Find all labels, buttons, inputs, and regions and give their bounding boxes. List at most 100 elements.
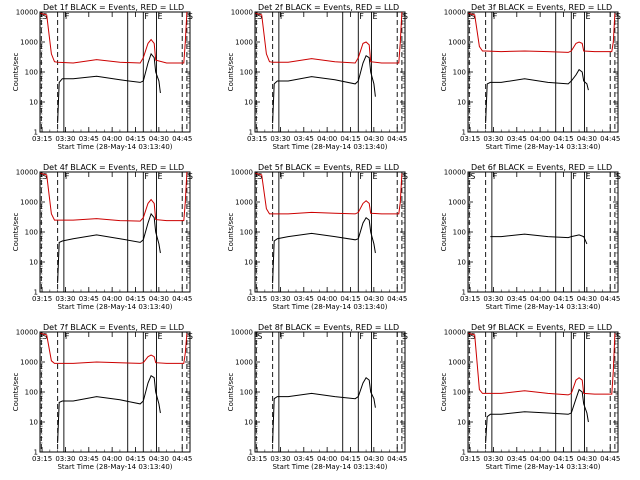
x-tick-label: 04:45 xyxy=(600,295,620,303)
x-tick-label: 04:30 xyxy=(364,295,384,303)
y-tick-label: 100 xyxy=(240,69,253,77)
y-tick-label: 1000 xyxy=(448,359,466,367)
y-axis-label: Counts/sec xyxy=(440,373,448,412)
series-events xyxy=(57,374,161,444)
panel-title: Det 1f BLACK = Events, RED = LLD xyxy=(43,3,184,12)
event-marker-label: S xyxy=(42,12,47,21)
series-lld xyxy=(40,332,188,364)
y-tick-label: 1000 xyxy=(448,39,466,47)
event-marker-label: S xyxy=(403,12,408,21)
x-tick-label: 04:00 xyxy=(102,135,122,143)
x-axis-label: Start Time (28-May-14 03:13:40) xyxy=(57,143,172,151)
event-marker-label: S xyxy=(257,12,262,21)
x-axis-label: Start Time (28-May-14 03:13:40) xyxy=(272,303,387,311)
panel-title: Det 8f BLACK = Events, RED = LLD xyxy=(258,323,399,332)
x-tick-label: 03:30 xyxy=(270,135,290,143)
x-tick-label: 03:30 xyxy=(483,135,503,143)
event-marker-label: S xyxy=(616,332,621,341)
y-axis-label: Counts/sec xyxy=(12,53,20,92)
y-tick-label: 1 xyxy=(462,289,466,297)
event-marker-label: E xyxy=(586,12,591,21)
x-tick-label: 03:15 xyxy=(32,135,52,143)
y-tick-label: 100 xyxy=(453,229,466,237)
event-marker-label: F xyxy=(65,332,70,341)
x-axis-label: Start Time (28-May-14 03:13:40) xyxy=(485,143,600,151)
event-marker-label: F xyxy=(493,172,498,181)
x-tick-label: 04:30 xyxy=(149,295,169,303)
y-tick-label: 10 xyxy=(244,259,253,267)
x-tick-label: 04:30 xyxy=(364,455,384,463)
x-tick-label: 04:00 xyxy=(530,455,550,463)
event-marker-label: S xyxy=(42,332,47,341)
x-tick-label: 03:30 xyxy=(55,135,75,143)
event-marker-label: S xyxy=(188,172,193,181)
y-tick-label: 1000 xyxy=(20,39,38,47)
series-lld xyxy=(255,172,403,215)
x-tick-label: 04:30 xyxy=(577,295,597,303)
event-marker-label: S xyxy=(403,332,408,341)
x-tick-label: 04:15 xyxy=(340,295,360,303)
x-tick-label: 04:45 xyxy=(387,295,407,303)
event-marker-label: S xyxy=(470,332,475,341)
series-events xyxy=(485,388,589,444)
event-marker-label: E xyxy=(373,12,378,21)
x-tick-label: 04:15 xyxy=(553,455,573,463)
event-marker-label: F xyxy=(359,12,364,21)
x-tick-label: 03:30 xyxy=(270,295,290,303)
panel-8: Det 8f BLACK = Events, RED = LLD 1 10 100 10… xyxy=(227,323,408,471)
x-tick-label: 03:45 xyxy=(294,455,314,463)
event-marker-label: F xyxy=(572,12,577,21)
x-tick-label: 03:15 xyxy=(247,455,267,463)
event-marker-label: E xyxy=(158,332,163,341)
event-marker-label: S xyxy=(470,172,475,181)
y-tick-label: 10 xyxy=(457,419,466,427)
x-tick-label: 03:45 xyxy=(507,295,527,303)
plot-frame xyxy=(39,171,191,293)
x-tick-label: 04:45 xyxy=(387,135,407,143)
panel-title: Det 4f BLACK = Events, RED = LLD xyxy=(43,163,184,172)
panel-3: Det 3f BLACK = Events, RED = LLD 1 10 100 10… xyxy=(440,3,621,151)
x-axis-label: Start Time (28-May-14 03:13:40) xyxy=(272,143,387,151)
y-tick-label: 1000 xyxy=(235,39,253,47)
y-tick-label: 1 xyxy=(34,289,38,297)
panel-title: Det 6f BLACK = Events, RED = LLD xyxy=(471,163,612,172)
y-tick-label: 1 xyxy=(34,129,38,137)
plot-frame xyxy=(254,171,406,293)
x-axis-label: Start Time (28-May-14 03:13:40) xyxy=(272,463,387,471)
event-marker-label: F xyxy=(572,172,577,181)
event-marker-label: S xyxy=(616,12,621,21)
x-tick-label: 03:45 xyxy=(294,295,314,303)
event-marker-label: F xyxy=(144,172,149,181)
y-axis-label: Counts/sec xyxy=(12,373,20,412)
x-tick-label: 03:30 xyxy=(483,455,503,463)
series-events xyxy=(57,212,161,284)
x-tick-label: 04:45 xyxy=(172,455,192,463)
y-tick-label: 1000 xyxy=(20,199,38,207)
panel-9: Det 9f BLACK = Events, RED = LLD 1 10 100 10… xyxy=(440,323,621,471)
x-tick-label: 04:00 xyxy=(530,135,550,143)
x-tick-label: 04:45 xyxy=(172,135,192,143)
x-tick-label: 03:15 xyxy=(460,295,480,303)
x-tick-label: 04:15 xyxy=(125,295,145,303)
x-tick-label: 03:15 xyxy=(247,295,267,303)
y-tick-label: 100 xyxy=(25,69,38,77)
y-tick-label: 1000 xyxy=(235,199,253,207)
y-tick-label: 10 xyxy=(29,99,38,107)
panel-title: Det 5f BLACK = Events, RED = LLD xyxy=(258,163,399,172)
plot-frame xyxy=(254,11,406,133)
y-tick-label: 10000 xyxy=(16,329,38,337)
x-axis-label: Start Time (28-May-14 03:13:40) xyxy=(485,463,600,471)
y-tick-label: 10000 xyxy=(444,169,466,177)
x-tick-label: 03:45 xyxy=(507,135,527,143)
panel-6: Det 6f BLACK = Events, RED = LLD 1 10 100 10… xyxy=(440,163,621,311)
x-tick-label: 03:45 xyxy=(79,135,99,143)
y-tick-label: 1000 xyxy=(20,359,38,367)
event-marker-label: F xyxy=(65,12,70,21)
y-tick-label: 10 xyxy=(29,259,38,267)
x-tick-label: 03:30 xyxy=(270,455,290,463)
event-marker-label: E xyxy=(586,332,591,341)
event-marker-label: S xyxy=(470,12,475,21)
y-tick-label: 10 xyxy=(457,99,466,107)
x-tick-label: 04:15 xyxy=(340,135,360,143)
y-tick-label: 100 xyxy=(240,229,253,237)
